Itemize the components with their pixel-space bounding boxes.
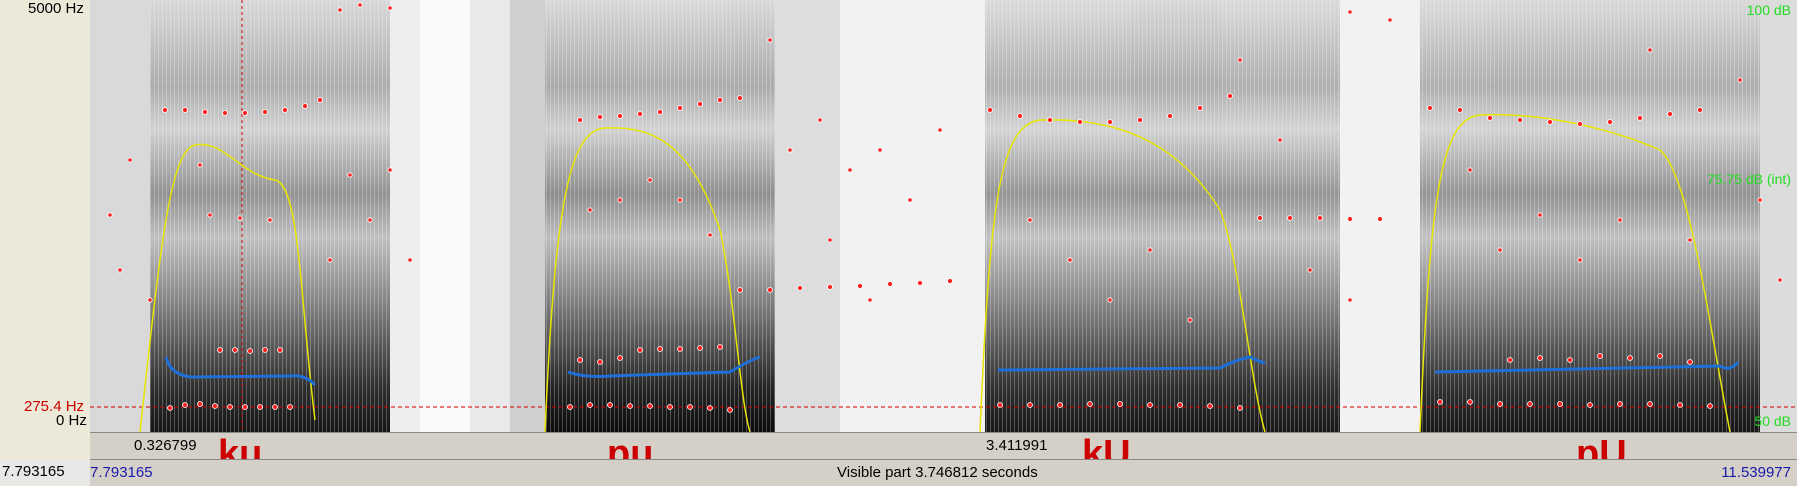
visible-part-strip[interactable]: 7.793165 Visible part 3.746812 seconds 1…: [90, 459, 1797, 486]
db-bottom-label: 50 dB: [1754, 413, 1791, 429]
freq-top-label: 5000 Hz: [28, 0, 84, 17]
formant-f2: [217, 215, 1693, 365]
frequency-axis: 5000 Hz 275.4 Hz 0 Hz: [0, 0, 90, 432]
selection-mid-label: 3.411991: [986, 437, 1048, 454]
formant-tracks: [107, 2, 1783, 413]
pitch-curve: [164, 355, 1740, 387]
formant-f1: [167, 399, 1713, 413]
freq-cursor-label: 275.4 Hz: [24, 398, 85, 415]
db-top-label: 100 dB: [1746, 2, 1791, 18]
visible-start-label: 7.793165: [90, 464, 153, 481]
intensity-curve: [139, 113, 1731, 432]
formant-scatter: [107, 2, 1783, 323]
vowel-blocks: [150, 0, 1760, 432]
visible-end-label: 11.539977: [1721, 464, 1791, 481]
visible-part-label: Visible part 3.746812 seconds: [837, 464, 1038, 481]
db-mid-label: 75.75 dB (int): [1706, 171, 1791, 187]
spectrogram-canvas[interactable]: [90, 0, 1797, 432]
total-start-label: 7.793165: [2, 463, 65, 480]
spectrogram-panel[interactable]: 100 dB 75.75 dB (int) 50 dB: [90, 0, 1797, 432]
total-start-cell[interactable]: 7.793165: [0, 459, 91, 485]
freq-bottom-label: 0 Hz: [56, 412, 87, 429]
time-axis-strip[interactable]: 0.326799 3.411991: [90, 432, 1797, 460]
cursor-time-label: 0.326799: [134, 437, 197, 454]
formant-f3: [162, 93, 1703, 127]
